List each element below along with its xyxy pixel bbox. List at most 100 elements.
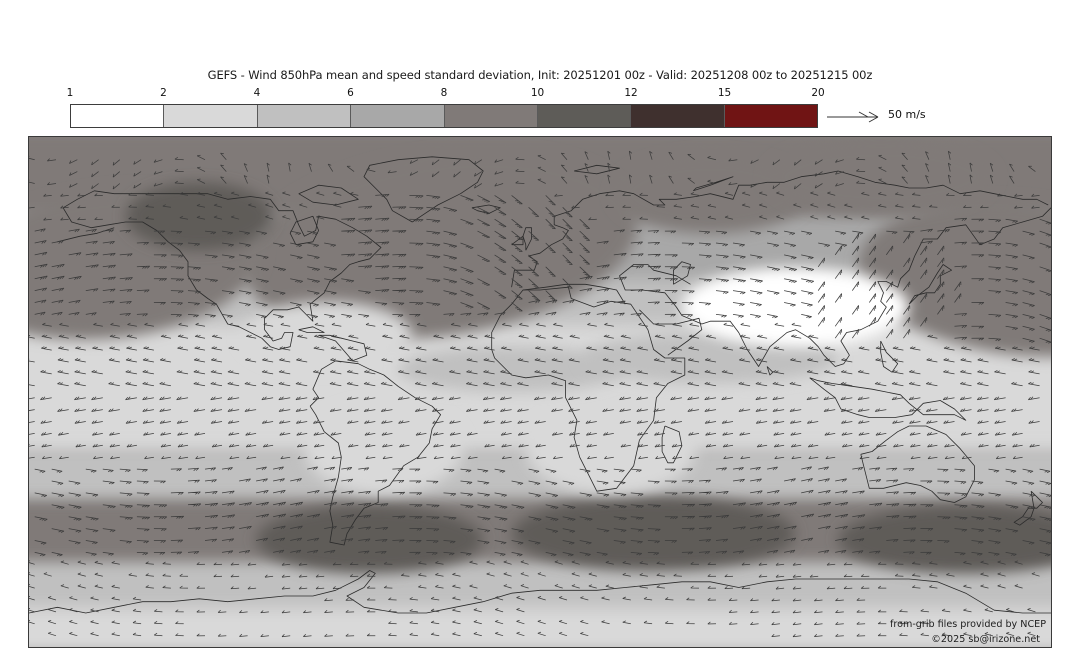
wind-barb <box>784 242 796 248</box>
wind-barb <box>332 586 342 590</box>
wind-barb <box>732 502 746 507</box>
wind-barb <box>908 396 921 401</box>
wind-barb <box>750 598 759 602</box>
wind-barb <box>290 501 303 506</box>
wind-barb <box>856 621 866 625</box>
wind-barb <box>278 381 291 387</box>
wind-barb <box>971 218 985 222</box>
wind-barb <box>358 550 370 554</box>
wind-barb <box>228 443 240 448</box>
wind-barb <box>133 171 142 177</box>
wind-barb <box>988 492 1001 497</box>
wind-barb <box>971 552 983 556</box>
wind-barb <box>350 191 359 196</box>
wind-barb <box>767 490 780 494</box>
wind-barb <box>469 560 478 565</box>
wind-barb <box>392 314 404 318</box>
wind-barb <box>977 370 989 375</box>
wind-barb <box>145 573 154 577</box>
wind-barb <box>204 302 217 306</box>
wind-barb <box>77 217 86 221</box>
wind-barb <box>47 619 57 625</box>
wind-barb <box>375 277 390 281</box>
wind-barb <box>153 516 168 520</box>
wind-barb <box>925 175 930 184</box>
wind-barb <box>443 313 455 317</box>
wind-barb <box>34 492 47 498</box>
wind-barb <box>365 443 376 448</box>
wind-barb <box>643 596 653 601</box>
wind-barb <box>256 490 269 494</box>
wind-barb <box>528 266 540 277</box>
wind-barb <box>859 443 870 448</box>
wind-barb <box>818 501 832 506</box>
map-panel[interactable] <box>28 136 1052 648</box>
wind-barb <box>988 218 1002 223</box>
stddev-blob <box>398 346 626 392</box>
wind-barb <box>177 443 189 448</box>
wind-barb <box>477 516 491 521</box>
wind-barb <box>794 183 802 190</box>
wind-barb <box>988 230 1002 235</box>
wind-barb <box>681 527 695 531</box>
wind-barb <box>494 504 508 509</box>
wind-barb <box>324 290 337 295</box>
wind-barb <box>85 552 97 557</box>
wind-barb <box>622 204 631 208</box>
world-map[interactable] <box>29 137 1051 647</box>
wind-barb <box>1005 325 1018 331</box>
wind-barb <box>698 539 712 543</box>
wind-barb <box>639 584 648 589</box>
wind-barb <box>145 192 154 196</box>
wind-barb <box>886 515 900 519</box>
wind-barb <box>187 467 199 471</box>
wind-barb <box>516 607 525 613</box>
wind-barb <box>142 408 154 412</box>
wind-barb <box>94 217 103 220</box>
wind-barb <box>43 193 52 197</box>
wind-barb <box>314 334 325 339</box>
wind-barb <box>494 195 507 204</box>
wind-barb <box>460 218 474 226</box>
wind-barb <box>170 314 182 318</box>
wind-barb <box>553 322 563 327</box>
wind-barb <box>290 278 303 284</box>
wind-barb <box>187 266 202 270</box>
wind-barb <box>51 240 64 244</box>
coastline-path <box>318 334 368 362</box>
wind-barb <box>977 432 989 436</box>
wind-barb <box>963 632 972 637</box>
wind-barb <box>494 206 507 216</box>
wind-barb <box>60 560 69 565</box>
wind-barb <box>984 608 993 613</box>
wind-barb <box>554 584 563 589</box>
wind-barb <box>102 552 114 556</box>
wind-barb <box>69 171 78 176</box>
wind-barb <box>954 336 968 340</box>
wind-barb <box>409 504 423 508</box>
wind-barb <box>239 230 251 235</box>
wind-barb <box>341 229 356 233</box>
wind-barb <box>656 561 665 565</box>
wind-barb <box>460 266 474 273</box>
wind-barb <box>912 192 921 196</box>
wind-barb <box>1039 242 1051 249</box>
wind-barb <box>1014 205 1023 209</box>
wind-barb <box>221 502 235 507</box>
wind-barb <box>954 504 968 508</box>
wind-barb <box>840 370 853 375</box>
wind-barb <box>341 302 353 307</box>
wind-barb <box>969 162 973 172</box>
wind-barb <box>85 528 99 533</box>
wind-barb <box>518 334 529 339</box>
colorbar-segment-15-20 <box>724 105 817 127</box>
wind-barb <box>110 322 120 327</box>
wind-barb <box>602 370 614 375</box>
wind-barb <box>204 314 216 318</box>
wind-barb <box>307 302 319 307</box>
wind-barb <box>341 467 353 471</box>
wind-barb <box>980 584 989 589</box>
wind-barb <box>869 502 883 507</box>
wind-barb <box>187 551 200 555</box>
wind-barb <box>920 240 933 245</box>
